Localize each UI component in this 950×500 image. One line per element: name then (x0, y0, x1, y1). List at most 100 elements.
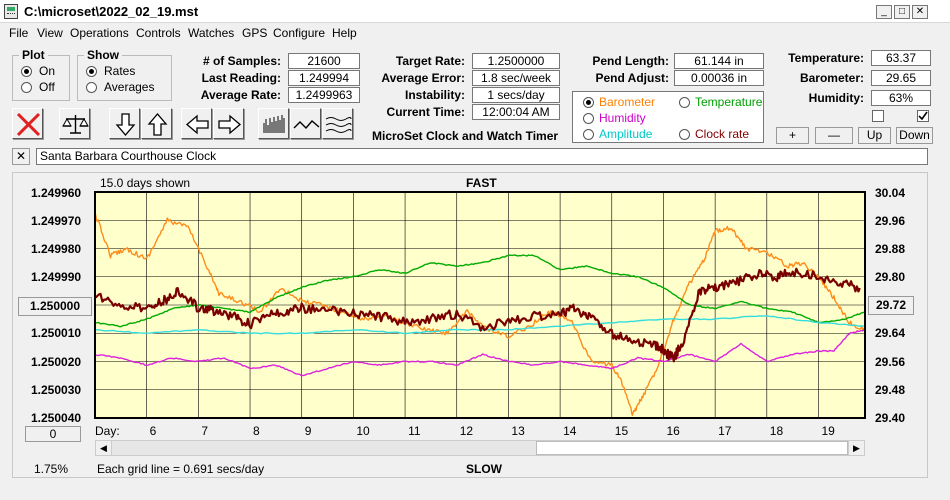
menu-gps[interactable]: GPS (242, 26, 268, 40)
right-arrow-button[interactable] (213, 108, 244, 139)
clock-rate-radio[interactable] (679, 129, 690, 140)
left-tick-label: 1.249960 (31, 186, 82, 200)
menu-view[interactable]: View (37, 26, 63, 40)
pend-adjust-field: 0.00036 in (674, 70, 764, 86)
left-offset-button[interactable]: 0 (25, 426, 81, 442)
humidity-checkbox-2[interactable] (917, 110, 929, 122)
clock-name-field[interactable]: Santa Barbara Courthouse Clock (36, 148, 928, 165)
menu-operations[interactable]: Operations (70, 26, 129, 40)
pend-length-field: 61.144 in (674, 53, 764, 69)
grid-layer (95, 192, 865, 418)
bar-graph-icon (263, 115, 285, 133)
scale-down-button[interactable]: Down (896, 127, 933, 144)
grid-note: Each grid line = 0.691 secs/day (97, 462, 265, 476)
x-tick-label: 15 (614, 424, 629, 438)
plot-group-title: Plot (19, 48, 48, 62)
left-tick-label: 1.250010 (31, 326, 82, 340)
show-averages-radio[interactable] (86, 82, 97, 93)
series-layer (94, 211, 866, 416)
multi-trace-button[interactable] (322, 108, 353, 139)
plot-off-radio[interactable] (21, 82, 32, 93)
temperature-radio[interactable] (679, 97, 690, 108)
scroll-left-arrow[interactable]: ◀ (96, 441, 112, 455)
average-error-field: 1.8 sec/week (472, 70, 560, 86)
title-bar: C:\microset\2022_02_19.mst _ □ ✕ (0, 0, 950, 23)
maximize-button[interactable]: □ (894, 5, 910, 19)
days-shown-label: 15.0 days shown (100, 176, 191, 190)
horizontal-scrollbar[interactable]: ◀ ▶ (95, 440, 865, 456)
left-tick-label: 1.249980 (31, 242, 82, 256)
temperature-label: Temperature: (788, 51, 864, 65)
down-arrow-button[interactable] (109, 108, 140, 139)
x-axis-label: Day: (95, 424, 120, 438)
menu-file[interactable]: File (9, 26, 29, 40)
arrow-up-icon (147, 112, 168, 136)
menu-controls[interactable]: Controls (136, 26, 181, 40)
minimize-button[interactable]: _ (876, 5, 892, 19)
menu-help[interactable]: Help (332, 26, 357, 40)
x-tick-label: 18 (769, 424, 784, 438)
left-center-button[interactable]: 1.250000 (18, 297, 92, 316)
plot-on-radio[interactable] (21, 66, 32, 77)
balance-button[interactable] (59, 108, 90, 139)
scale-minus-button[interactable]: — (815, 127, 853, 144)
amplitude-radio[interactable] (583, 129, 594, 140)
target-rate-label: Target Rate: (395, 54, 465, 68)
scale-up-button[interactable]: Up (858, 127, 891, 144)
menu-watches[interactable]: Watches (188, 26, 235, 40)
right-tick-label: 29.96 (875, 214, 906, 228)
left-tick-label: 1.250040 (31, 411, 82, 425)
samples-field: 21600 (288, 53, 360, 69)
show-rates-radio[interactable] (86, 66, 97, 77)
x-tick-label: 9 (304, 424, 312, 438)
plot-on-label: On (39, 64, 56, 78)
instability-label: Instability: (404, 88, 465, 102)
series-temperature (94, 254, 866, 328)
target-rate-field[interactable]: 1.2500000 (472, 53, 560, 69)
scroll-right-arrow[interactable]: ▶ (848, 441, 864, 455)
x-tick-label: 6 (149, 424, 157, 438)
x-tick-label: 8 (253, 424, 260, 438)
plot-off-label: Off (39, 80, 55, 94)
samples-label: # of Samples: (202, 54, 281, 68)
wave-line-icon (293, 120, 320, 130)
right-tick-label: 30.04 (875, 186, 906, 200)
line-graph-button[interactable] (290, 108, 321, 139)
barometer-radio[interactable] (583, 97, 594, 108)
bar-graph-button[interactable] (258, 108, 289, 139)
close-button[interactable]: ✕ (912, 5, 928, 19)
humidity-radio[interactable] (583, 113, 594, 124)
barometer-option-label: Barometer (599, 95, 656, 109)
left-tick-label: 1.250020 (31, 355, 82, 369)
instability-field: 1 secs/day (472, 87, 560, 103)
right-center-button[interactable]: 29.72 (868, 296, 914, 315)
average-error-label: Average Error: (381, 71, 465, 85)
left-arrow-button[interactable] (181, 108, 212, 139)
app-name: MicroSet Clock and Watch Timer (372, 129, 559, 143)
stop-button[interactable] (12, 108, 43, 139)
scroll-thumb[interactable] (536, 441, 848, 455)
multi-wave-icon (325, 117, 352, 133)
right-tick-label: 29.56 (875, 355, 906, 369)
check-icon (918, 111, 928, 121)
humidity-checkbox-1[interactable] (872, 110, 884, 122)
x-tick-label: 12 (459, 424, 474, 438)
barometer-field: 29.65 (871, 70, 931, 86)
balance-scale-icon (62, 115, 89, 134)
plot-border (94, 191, 866, 419)
amplitude-option-label: Amplitude (599, 127, 653, 141)
clock-rate-option-label: Clock rate (695, 127, 750, 141)
left-tick-label: 1.249970 (31, 214, 82, 228)
series-humidity (94, 329, 866, 377)
fast-label: FAST (466, 176, 497, 190)
x-tick-label: 10 (356, 424, 370, 438)
x-tick-label: 16 (666, 424, 680, 438)
scale-plus-button[interactable]: + (776, 127, 809, 144)
x-tick-label: 17 (718, 424, 732, 438)
menu-configure[interactable]: Configure (273, 26, 326, 40)
up-arrow-button[interactable] (141, 108, 172, 139)
x-tick-label: 13 (511, 424, 525, 438)
bottom-left-value: 1.75% (34, 462, 69, 476)
clock-close-button[interactable]: ✕ (12, 148, 30, 165)
